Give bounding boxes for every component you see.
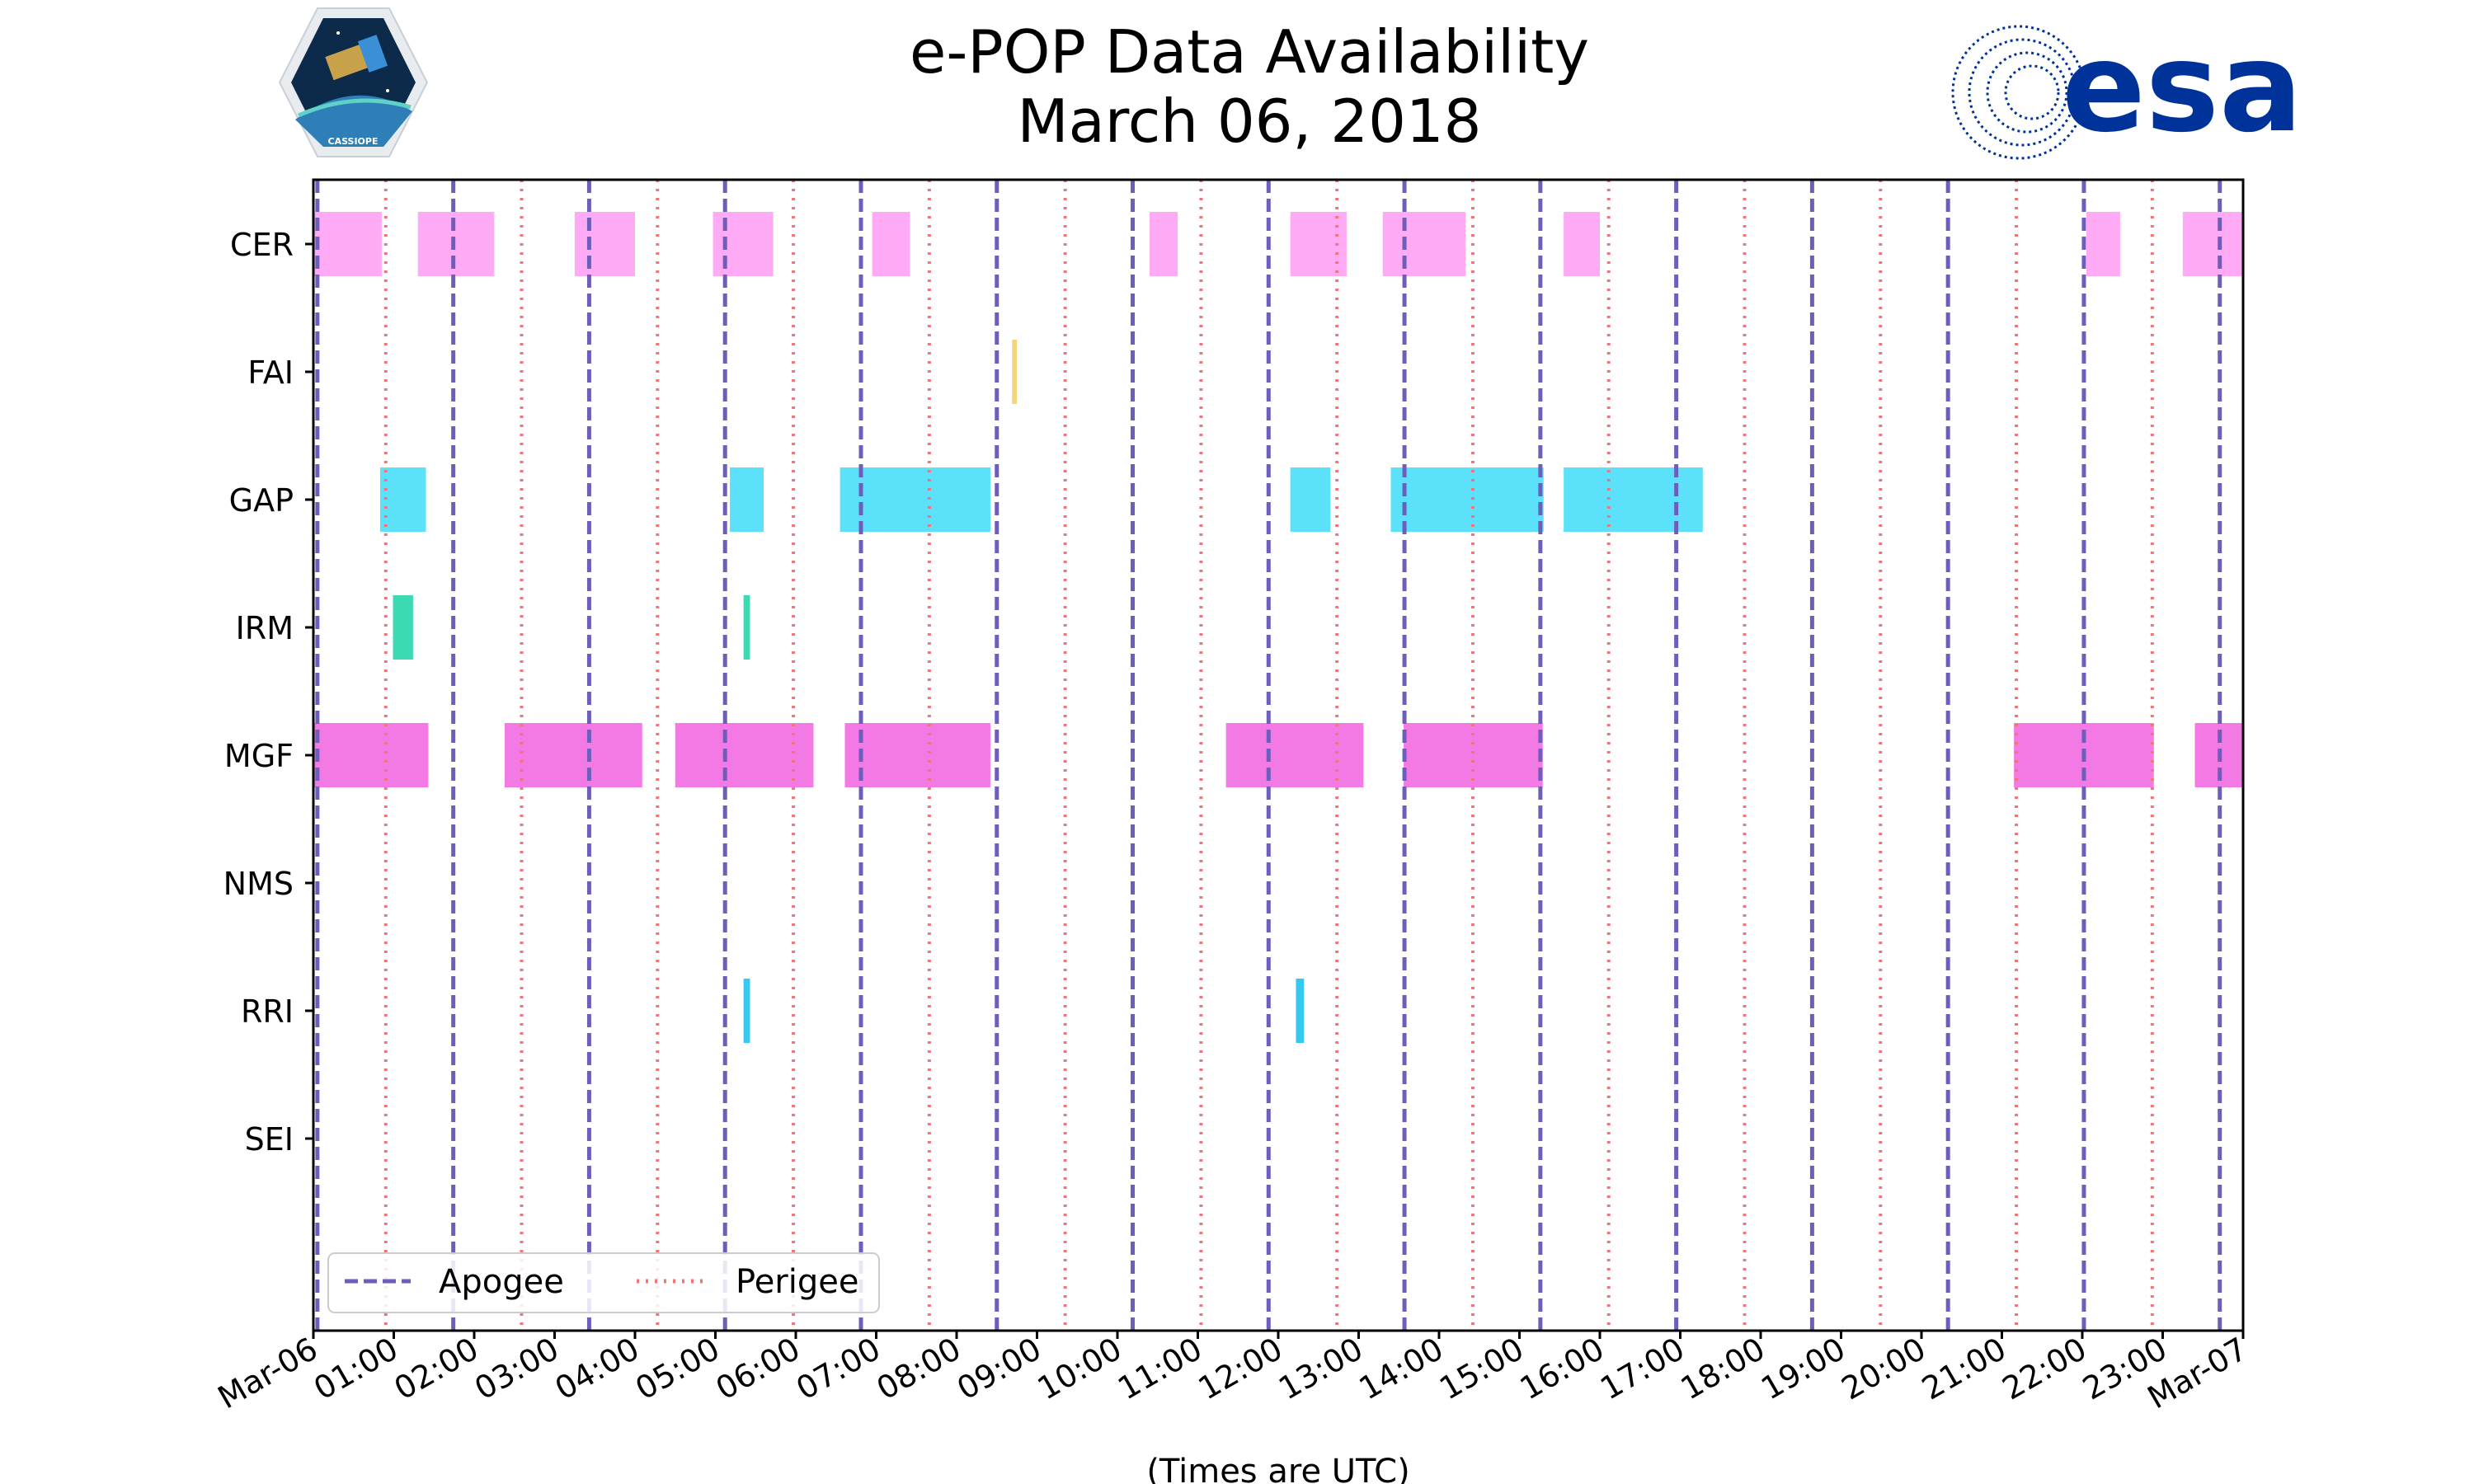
x-tick-label-5: 05:00 [629,1331,726,1407]
bar-gap-4 [1390,467,1544,532]
bar-gap-1 [730,467,764,532]
x-tick-label-19: 19:00 [1755,1331,1851,1407]
cassiope-badge-text: CASSIOPE [328,136,379,147]
x-tick-label-18: 18:00 [1675,1331,1771,1407]
x-tick-label-8: 08:00 [871,1331,967,1407]
bar-gap-0 [379,467,426,532]
x-tick-label-20: 20:00 [1836,1331,1932,1407]
x-tick-label-1: 01:00 [308,1331,404,1407]
bar-mgf-2 [675,723,814,787]
bar-cer-8 [1564,212,1600,276]
x-tick-label-12: 12:00 [1192,1331,1289,1407]
bar-mgf-0 [313,723,429,787]
bar-gap-3 [1290,467,1331,532]
y-tick-label-cer: CER [230,227,294,263]
bar-cer-4 [872,212,910,276]
bar-rri-1 [1296,979,1305,1043]
esa-wordmark: esa [2062,16,2302,160]
cassiope-mission-logo: CASSIOPE [278,7,429,157]
bar-fai-0 [1012,340,1018,404]
chart-title: e-POP Data Availability [910,17,1589,87]
bar-mgf-1 [505,723,642,787]
availability-bars [313,212,2243,1043]
bar-cer-2 [574,212,635,276]
bar-rri-0 [743,979,750,1043]
bar-cer-1 [417,212,495,276]
legend-apogee-label: Apogee [439,1263,564,1301]
x-tick-label-15: 15:00 [1433,1331,1530,1407]
y-axis: CER FAI GAP IRM MGF NMS RRI SEI [223,227,313,1158]
x-tick-label-14: 14:00 [1353,1331,1450,1407]
x-tick-label-13: 13:00 [1272,1331,1369,1407]
bar-mgf-3 [844,723,990,787]
y-tick-label-mgf: MGF [224,738,294,774]
legend: Apogee Perigee [327,1252,880,1313]
x-tick-label-2: 02:00 [388,1331,485,1407]
bar-irm-1 [743,595,750,660]
y-tick-label-rri: RRI [241,993,294,1030]
bar-gap-2 [840,467,990,532]
y-tick-label-sei: SEI [245,1121,294,1158]
x-tick-label-10: 10:00 [1032,1331,1128,1407]
esa-logo: esa [1951,16,2302,160]
x-tick-label-9: 09:00 [951,1331,1047,1407]
y-tick-label-gap: GAP [229,482,294,519]
orbit-event-lines [315,180,2222,1331]
bar-cer-0 [313,212,382,276]
legend-perigee-label: Perigee [736,1263,858,1301]
x-tick-label-11: 11:00 [1112,1331,1208,1407]
x-tick-label-21: 21:00 [1916,1331,2012,1407]
x-tick-label-16: 16:00 [1514,1331,1611,1407]
x-tick-label-22: 22:00 [1997,1331,2093,1407]
x-axis-label: (Times are UTC) [1146,1453,1409,1484]
bar-cer-10 [2182,212,2243,276]
bar-mgf-5 [1404,723,1543,787]
esa-swirl-icon [1951,25,2086,160]
x-tick-label-17: 17:00 [1594,1331,1691,1407]
legend-box [327,1252,880,1313]
x-axis: Mar-0601:0002:0003:0004:0005:0006:0007:0… [212,1331,2254,1416]
bar-gap-5 [1564,467,1703,532]
bar-irm-0 [393,595,413,660]
chart-subtitle: March 06, 2018 [1018,87,1482,156]
x-tick-label-4: 04:00 [549,1331,646,1407]
y-tick-label-nms: NMS [223,866,294,902]
satellite-icon [325,43,371,81]
bar-cer-9 [2086,212,2120,276]
bar-mgf-4 [1225,723,1364,787]
y-tick-label-irm: IRM [236,610,294,646]
bar-cer-7 [1382,212,1466,276]
y-tick-label-fai: FAI [247,355,294,391]
x-tick-label-0: Mar-06 [212,1331,324,1416]
bar-cer-3 [713,212,774,276]
bar-cer-5 [1150,212,1178,276]
x-tick-label-6: 06:00 [710,1331,807,1407]
x-tick-label-3: 03:00 [468,1331,565,1407]
x-tick-label-7: 07:00 [790,1331,887,1407]
